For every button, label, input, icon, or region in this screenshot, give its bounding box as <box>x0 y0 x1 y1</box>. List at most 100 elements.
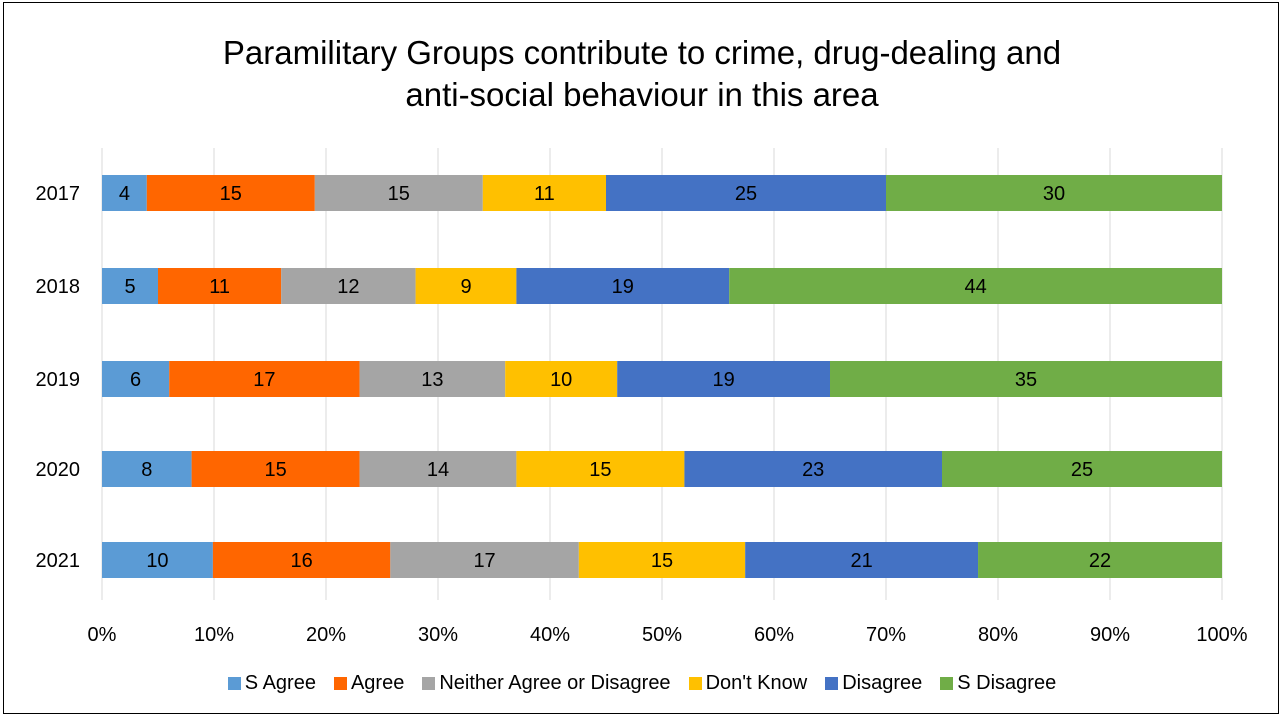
legend-swatch <box>422 677 436 690</box>
legend-swatch <box>333 677 347 690</box>
bar-segment <box>212 542 391 578</box>
data-label: 9 <box>460 276 471 298</box>
bar-segment <box>617 361 830 397</box>
y-tick-label: 2020 <box>36 459 81 481</box>
bar-segment <box>359 451 517 487</box>
bar-segment <box>978 542 1222 578</box>
x-tick-label: 100% <box>1196 624 1247 646</box>
bar-segment <box>729 268 1222 304</box>
bar-segment <box>191 451 360 487</box>
x-tick-label: 40% <box>530 624 570 646</box>
x-tick-label: 20% <box>306 624 346 646</box>
data-label: 15 <box>220 183 242 205</box>
bar-segment <box>415 268 517 304</box>
data-label: 14 <box>427 459 449 481</box>
data-label: 15 <box>651 550 673 572</box>
data-label: 8 <box>141 459 152 481</box>
bar-segment <box>830 361 1222 397</box>
data-label: 15 <box>264 459 286 481</box>
x-tick-label: 70% <box>866 624 906 646</box>
x-tick-label: 60% <box>754 624 794 646</box>
bar-segment <box>146 175 315 211</box>
legend-swatch <box>688 677 702 690</box>
legend-item: S Disagree <box>940 672 1056 695</box>
data-label: 21 <box>850 550 872 572</box>
legend-label: Don't Know <box>705 672 808 694</box>
data-label: 6 <box>130 369 141 391</box>
legend-label: Agree <box>350 672 405 694</box>
data-label: 10 <box>550 369 572 391</box>
x-tick-label: 30% <box>418 624 458 646</box>
data-label: 11 <box>209 276 230 298</box>
chart-title-line-2: anti-social behaviour in this area <box>405 76 879 113</box>
bar-segment <box>102 542 213 578</box>
x-tick-label: 10% <box>194 624 234 646</box>
legend-label: Neither Agree or Disagree <box>439 672 671 694</box>
data-label: 11 <box>534 183 555 205</box>
data-label: 25 <box>1071 459 1093 481</box>
x-tick-label: 90% <box>1090 624 1130 646</box>
data-label: 23 <box>802 459 824 481</box>
bar-segment <box>359 361 506 397</box>
bar-segment <box>886 175 1222 211</box>
bar-segment <box>102 451 192 487</box>
legend-label: S Disagree <box>957 672 1057 694</box>
data-label: 25 <box>735 183 757 205</box>
legend-swatch <box>227 677 241 690</box>
chart-title-line-1: Paramilitary Groups contribute to crime,… <box>222 34 1062 71</box>
y-tick-label: 2017 <box>36 183 81 205</box>
y-tick-label: 2018 <box>36 276 81 298</box>
legend-item: Neither Agree or Disagree <box>422 672 671 695</box>
data-label: 10 <box>146 550 168 572</box>
bar-segment <box>314 175 483 211</box>
data-label: 12 <box>337 276 359 298</box>
x-tick-label: 0% <box>88 624 117 646</box>
chart-frame <box>3 2 1279 714</box>
legend-item: Don't Know <box>688 672 808 695</box>
y-tick-label: 2019 <box>36 369 81 391</box>
data-label: 5 <box>124 276 135 298</box>
bar-segment <box>516 451 685 487</box>
legend-swatch <box>940 677 954 690</box>
data-label: 22 <box>1089 550 1111 572</box>
data-label: 15 <box>589 459 611 481</box>
x-tick-label: 80% <box>978 624 1018 646</box>
bar-segment <box>606 175 886 211</box>
legend-swatch <box>825 677 839 690</box>
legend-item: Disagree <box>825 672 922 695</box>
legend-item: S Agree <box>227 672 316 695</box>
legend-label: S Agree <box>244 672 316 694</box>
bar-segment <box>169 361 360 397</box>
bar-segment <box>942 451 1222 487</box>
bar-segment <box>516 268 730 304</box>
bar-segment <box>102 175 147 211</box>
bar-segment <box>505 361 618 397</box>
data-label: 35 <box>1015 369 1037 391</box>
bar-segment <box>102 268 158 304</box>
bar-segment <box>158 268 282 304</box>
bar-segment <box>482 175 606 211</box>
bar-segment <box>684 451 942 487</box>
bar-segment <box>745 542 979 578</box>
y-tick-label: 2021 <box>36 550 81 572</box>
bar-segment <box>390 542 579 578</box>
data-label: 4 <box>119 183 130 205</box>
x-tick-label: 50% <box>642 624 682 646</box>
data-label: 19 <box>712 369 734 391</box>
data-label: 17 <box>253 369 275 391</box>
bar-segment <box>578 542 746 578</box>
legend-label: Disagree <box>842 672 923 694</box>
legend: S Agree Agree Neither Agree or Disagree Don… <box>0 672 1284 695</box>
data-label: 30 <box>1043 183 1065 205</box>
legend-item: Agree <box>333 672 405 695</box>
data-label: 13 <box>421 369 443 391</box>
data-label: 15 <box>388 183 410 205</box>
data-label: 44 <box>964 276 986 298</box>
chart-title: Paramilitary Groups contribute to crime,… <box>0 32 1284 116</box>
data-label: 17 <box>473 550 495 572</box>
bar-segment <box>102 361 170 397</box>
data-label: 19 <box>612 276 634 298</box>
bar-segment <box>281 268 416 304</box>
data-label: 16 <box>290 550 312 572</box>
